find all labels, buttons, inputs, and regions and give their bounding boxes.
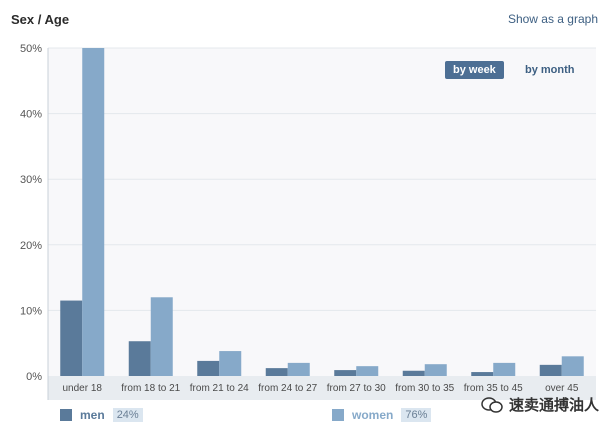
legend-share-women: 76%: [401, 408, 432, 422]
y-tick-label: 10%: [20, 305, 42, 317]
bar-women[interactable]: [424, 364, 447, 376]
bar-women[interactable]: [493, 362, 516, 376]
x-axis-band: [48, 376, 596, 400]
bar-men[interactable]: [197, 360, 220, 376]
y-tick-label: 20%: [20, 240, 42, 252]
legend-label-women: women: [352, 408, 394, 422]
bar-men[interactable]: [265, 368, 288, 376]
y-tick-label: 40%: [20, 109, 42, 121]
watermark: 速卖通搏油人: [481, 394, 599, 415]
wechat-icon: [481, 396, 503, 413]
bar-women[interactable]: [356, 366, 379, 376]
y-tick-label: 30%: [20, 174, 42, 186]
legend-swatch-men: [60, 409, 72, 421]
x-tick-label: from 24 to 27: [258, 383, 317, 394]
bar-women[interactable]: [219, 351, 242, 376]
legend-share-men: 24%: [112, 408, 143, 422]
bar-men[interactable]: [471, 372, 494, 376]
x-tick-label: from 18 to 21: [121, 383, 180, 394]
bar-men[interactable]: [539, 364, 562, 376]
bar-men[interactable]: [402, 370, 425, 376]
x-tick-label: over 45: [545, 383, 579, 394]
show-as-graph-link[interactable]: Show as a graph: [507, 12, 598, 26]
plot-background: [48, 48, 596, 376]
x-tick-label: from 35 to 45: [464, 383, 523, 394]
bar-men[interactable]: [334, 370, 357, 376]
x-tick-label: from 27 to 30: [327, 383, 386, 394]
legend-item-women[interactable]: women 76%: [332, 408, 432, 422]
bars: [60, 48, 584, 376]
bar-women[interactable]: [150, 297, 173, 376]
x-tick-label: from 21 to 24: [190, 383, 249, 394]
grid-lines: [48, 47, 596, 311]
x-tick-labels: under 18 from 18 to 21 from 21 to 24 from 2…: [63, 383, 579, 394]
bar-women[interactable]: [561, 356, 584, 376]
y-tick-label: 50%: [20, 43, 42, 55]
y-tick-label: 0%: [26, 371, 42, 383]
bar-men[interactable]: [60, 300, 83, 376]
chart-title: Sex / Age: [11, 12, 70, 27]
watermark-text: 速卖通搏油人: [508, 397, 599, 414]
legend-swatch-women: [332, 409, 344, 421]
x-tick-label: under 18: [63, 383, 103, 394]
bar-women[interactable]: [287, 362, 310, 376]
by-month-toggle[interactable]: by month: [525, 64, 575, 76]
legend-label-men: men: [80, 408, 105, 422]
x-tick-label: from 30 to 35: [395, 383, 454, 394]
bar-women[interactable]: [82, 48, 105, 376]
legend-item-men[interactable]: men 24%: [60, 408, 143, 422]
bar-men[interactable]: [128, 341, 151, 376]
y-tick-labels: 0% 10% 20% 30% 40% 50%: [20, 43, 42, 383]
by-week-toggle[interactable]: by week: [445, 61, 504, 79]
